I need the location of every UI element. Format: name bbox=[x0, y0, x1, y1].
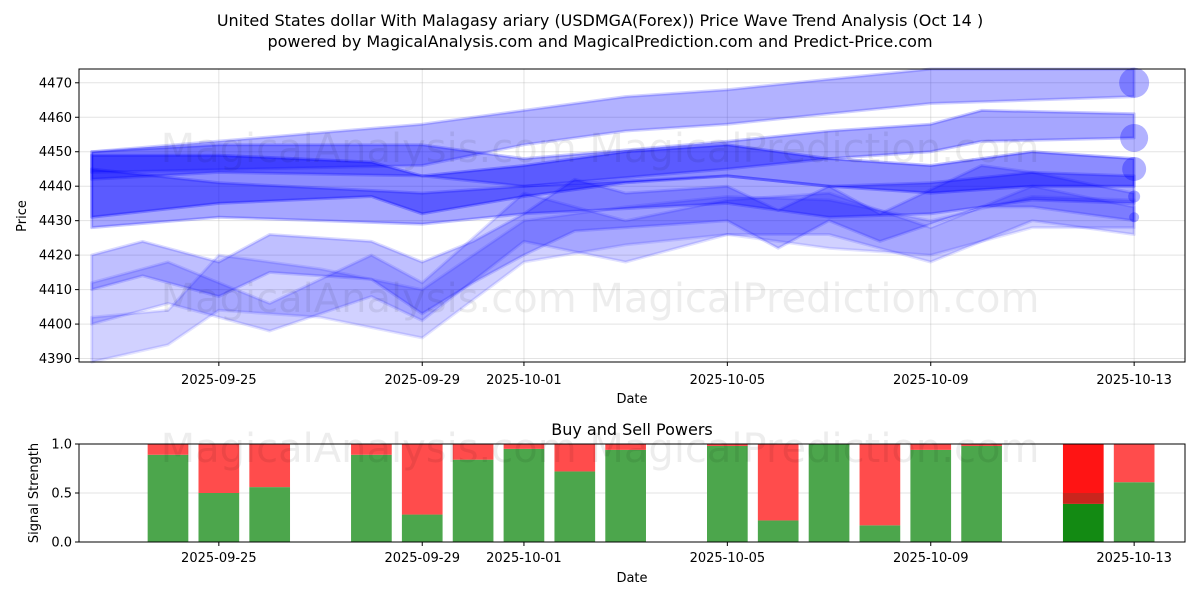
price-x-ticks: 2025-09-25 2025-09-29 2025-10-01 2025-10-05… bbox=[181, 362, 1172, 388]
price-y-tick-label: 4430 bbox=[39, 214, 72, 229]
price-y-tick-label: 4390 bbox=[39, 352, 72, 367]
power-x-tick-label: 2025-10-05 bbox=[690, 551, 766, 566]
price-wave-band-7 bbox=[90, 184, 1136, 333]
price-wave-band-4 bbox=[90, 167, 1136, 230]
price-y-tick-label: 4460 bbox=[39, 111, 72, 126]
sell-bar-2025-10-06 bbox=[757, 444, 799, 521]
sell-bar-2025-09-25 bbox=[198, 444, 240, 493]
buy-bar-2025-10-09 bbox=[910, 449, 952, 542]
power-y-axis-label: Signal Strength bbox=[27, 443, 42, 543]
price-x-tick-label: 2025-10-05 bbox=[690, 373, 766, 388]
sell-bar-2025-09-30 bbox=[452, 444, 494, 460]
buy-bar-2025-10-05 bbox=[707, 445, 748, 542]
price-end-marker-5 bbox=[1129, 212, 1140, 223]
power-bars bbox=[147, 444, 1155, 542]
price-x-axis-label: Date bbox=[616, 392, 647, 407]
buy-bar-2025-10-07 bbox=[808, 444, 850, 542]
price-plot-background bbox=[79, 69, 1185, 362]
price-y-tick-label: 4470 bbox=[39, 76, 72, 91]
buy-bar-2025-10-12 bbox=[1062, 503, 1104, 542]
power-x-tick-label: 2025-10-01 bbox=[486, 551, 562, 566]
watermark-top-upper: MagicalAnalysis.com MagicalPrediction.co… bbox=[161, 126, 1040, 172]
sell-bar-2025-10-13 bbox=[1113, 444, 1155, 483]
buy-bar-2025-09-30 bbox=[452, 459, 494, 542]
sell-bar-2025-10-05 bbox=[707, 444, 748, 446]
sell-bar-2025-09-24 bbox=[147, 444, 189, 455]
price-y-tick-label: 4420 bbox=[39, 249, 72, 264]
price-end-marker-1 bbox=[1119, 67, 1150, 98]
sell-bar-overlap-2025-10-12 bbox=[1062, 493, 1104, 504]
price-wave-band-2 bbox=[90, 108, 1136, 188]
power-x-ticks: 2025-09-25 2025-09-29 2025-10-01 2025-10-05… bbox=[181, 542, 1172, 566]
power-x-tick-label: 2025-09-25 bbox=[181, 551, 257, 566]
price-wave-band-6 bbox=[90, 195, 1136, 364]
power-y-tick-label: 0.0 bbox=[51, 536, 72, 551]
price-x-tick-label: 2025-09-25 bbox=[181, 373, 257, 388]
buy-bar-2025-10-10 bbox=[961, 445, 1002, 542]
buy-bar-2025-10-08 bbox=[859, 525, 901, 542]
power-y-tick-label: 0.5 bbox=[51, 487, 72, 502]
sell-bar-2025-10-10 bbox=[961, 444, 1002, 446]
power-y-tick-label: 1.0 bbox=[51, 438, 72, 453]
price-y-tick-label: 4440 bbox=[39, 180, 72, 195]
price-wave-band-5 bbox=[90, 164, 1136, 316]
power-panel-title: Buy and Sell Powers bbox=[551, 420, 713, 439]
sell-bar-2025-10-01 bbox=[503, 444, 545, 449]
power-x-tick-label: 2025-09-29 bbox=[384, 551, 460, 566]
price-y-tick-label: 4410 bbox=[39, 283, 72, 298]
buy-bar-2025-10-02 bbox=[554, 471, 596, 542]
price-x-tick-label: 2025-09-29 bbox=[384, 373, 460, 388]
sell-bar-2025-09-26 bbox=[249, 444, 291, 488]
sell-bar-2025-10-08 bbox=[859, 444, 901, 526]
price-panel: MagicalAnalysis.com MagicalPrediction.co… bbox=[15, 67, 1186, 407]
price-wave-bands bbox=[90, 67, 1136, 364]
sell-bar-2025-10-03 bbox=[605, 444, 646, 450]
price-x-tick-label: 2025-10-13 bbox=[1096, 373, 1172, 388]
power-y-ticks: 0.0 0.5 1.0 bbox=[51, 438, 79, 551]
power-x-tick-label: 2025-10-09 bbox=[893, 551, 969, 566]
buy-bar-2025-10-01 bbox=[503, 448, 545, 542]
buy-bar-2025-09-26 bbox=[249, 487, 291, 542]
watermark-top-lower: MagicalAnalysis.com MagicalPrediction.co… bbox=[161, 276, 1040, 322]
price-wave-band-3 bbox=[90, 143, 1136, 219]
buy-bar-2025-09-24 bbox=[147, 454, 189, 542]
power-x-tick-label: 2025-10-13 bbox=[1096, 551, 1172, 566]
chart-title-line2: powered by MagicalAnalysis.com and Magic… bbox=[267, 32, 932, 51]
price-x-tick-label: 2025-10-01 bbox=[486, 373, 562, 388]
buy-bar-2025-09-25 bbox=[198, 493, 240, 542]
price-wave-band-1 bbox=[90, 67, 1136, 174]
chart-title-line1: United States dollar With Malagasy ariar… bbox=[217, 11, 983, 30]
power-panel: Buy and Sell Powers MagicalAnalysis.com … bbox=[27, 420, 1186, 586]
buy-bar-2025-09-28 bbox=[351, 454, 392, 542]
sell-bar-2025-09-28 bbox=[351, 444, 392, 455]
sell-bar-2025-10-02 bbox=[554, 444, 596, 472]
price-y-tick-label: 4450 bbox=[39, 145, 72, 160]
price-end-marker-2 bbox=[1120, 123, 1149, 152]
price-y-axis-label: Price bbox=[15, 200, 30, 232]
price-end-markers bbox=[1119, 67, 1150, 223]
watermark-bottom: MagicalAnalysis.com MagicalPrediction.co… bbox=[161, 426, 1040, 472]
price-end-marker-4 bbox=[1128, 190, 1141, 203]
price-y-tick-label: 4400 bbox=[39, 318, 72, 333]
buy-bar-2025-10-13 bbox=[1113, 482, 1155, 542]
price-grid bbox=[79, 69, 1185, 362]
sell-bar-2025-09-29 bbox=[401, 444, 443, 515]
buy-bar-2025-10-06 bbox=[757, 520, 799, 542]
power-x-axis-label: Date bbox=[616, 571, 647, 586]
sell-bar-2025-10-09 bbox=[910, 444, 952, 450]
price-plot-frame bbox=[78, 68, 1186, 363]
buy-bar-2025-09-29 bbox=[401, 514, 443, 542]
buy-bar-2025-10-03 bbox=[605, 449, 646, 542]
price-x-tick-label: 2025-10-09 bbox=[893, 373, 969, 388]
price-end-marker-3 bbox=[1122, 156, 1147, 181]
price-y-ticks: 4390 4400 4410 4420 4430 4440 4450 4460 4470 bbox=[39, 76, 79, 367]
